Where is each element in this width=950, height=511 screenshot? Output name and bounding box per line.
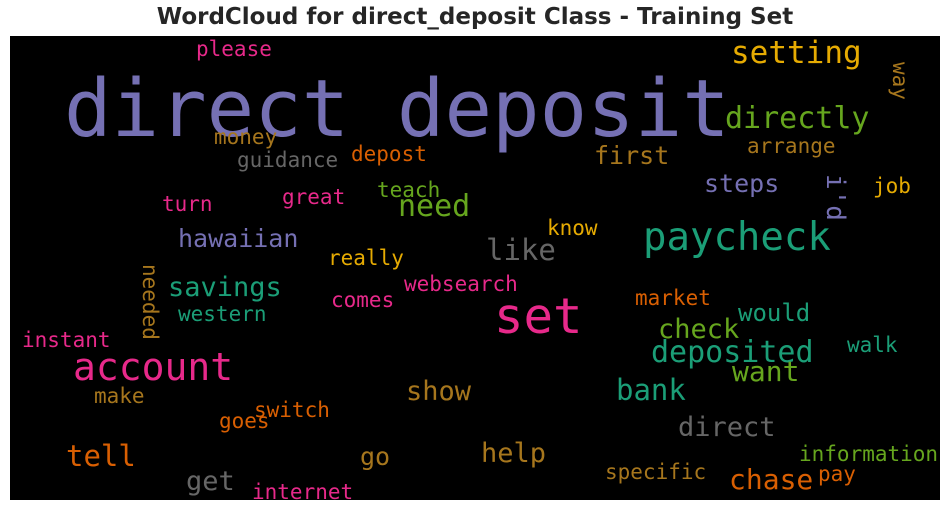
word-show: show <box>406 376 472 407</box>
word-know: know <box>547 216 598 240</box>
word-really: really <box>328 246 404 270</box>
word-please: please <box>196 37 272 61</box>
word-first: first <box>594 141 670 170</box>
word-information: information <box>799 442 939 466</box>
word-deposited: deposited <box>651 335 814 370</box>
word-needed: needed <box>138 264 162 340</box>
word-go: go <box>360 442 391 471</box>
word-specific: specific <box>605 460 707 484</box>
word-chase: chase <box>729 463 814 496</box>
word-hawaiian: hawaiian <box>178 224 299 253</box>
word-money: money <box>214 125 278 149</box>
word-walk: walk <box>847 333 898 357</box>
word-websearch: websearch <box>404 272 518 296</box>
word-steps: steps <box>704 169 780 198</box>
word-great: great <box>282 185 346 209</box>
word-job: job <box>873 174 911 198</box>
word-want: want <box>732 355 800 388</box>
word-like: like <box>486 233 556 267</box>
word-direct-deposit: direct deposit <box>64 63 730 155</box>
word-paycheck: paycheck <box>643 215 831 260</box>
word-teach: teach <box>377 178 441 202</box>
word-set: set <box>494 288 583 345</box>
word-need: need <box>398 189 471 224</box>
word-direct: direct <box>678 412 776 443</box>
word-cloud-canvas: direct deposit set paycheck account setting d… <box>10 36 940 500</box>
word-western: western <box>178 302 267 326</box>
word-make: make <box>94 384 145 408</box>
word-pay: pay <box>818 462 856 486</box>
word-savings: savings <box>168 272 282 303</box>
word-tell: tell <box>66 439 136 473</box>
word-directly: directly <box>725 101 870 136</box>
word-guidance: guidance <box>237 148 339 172</box>
word-i-d: i'd <box>820 174 850 221</box>
word-bank: bank <box>616 373 686 407</box>
word-depost: depost <box>351 142 427 166</box>
chart-title: WordCloud for direct_deposit Class - Tra… <box>156 4 794 30</box>
word-goes: goes <box>219 409 270 433</box>
word-market: market <box>635 286 711 310</box>
word-setting: setting <box>731 36 862 71</box>
word-check: check <box>658 314 740 345</box>
word-would: would <box>738 299 811 327</box>
word-turn: turn <box>162 192 213 216</box>
word-get: get <box>186 466 235 497</box>
word-arrange: arrange <box>747 134 836 158</box>
word-switch: switch <box>254 398 330 422</box>
word-comes: comes <box>331 288 395 312</box>
word-way: way <box>888 62 912 100</box>
word-instant: instant <box>22 328 111 352</box>
word-help: help <box>481 438 547 469</box>
word-account: account <box>73 345 234 389</box>
word-internet: internet <box>252 480 354 501</box>
